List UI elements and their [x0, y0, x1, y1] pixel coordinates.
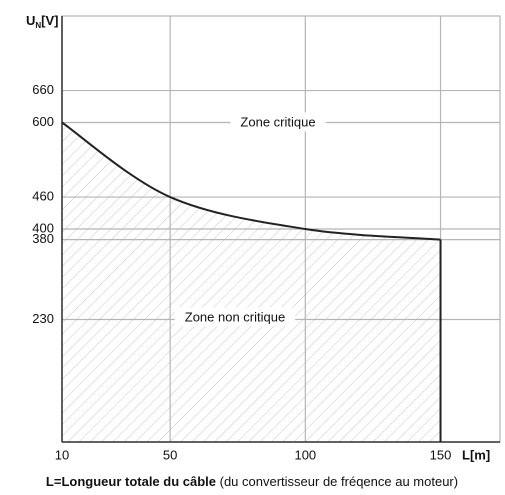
zone-label: Zone critique — [240, 114, 315, 129]
caption-bold: L=Longueur totale du câble — [46, 474, 216, 489]
y-tick-label: 380 — [32, 231, 54, 246]
zone-label: Zone non critique — [185, 309, 285, 324]
zone-label-bg — [174, 307, 296, 327]
y-tick-label: 660 — [32, 82, 54, 97]
curve — [61, 121, 441, 241]
y-axis-label: UN[V] — [26, 13, 59, 30]
y-tick-label: 460 — [32, 188, 54, 203]
x-tick-label: 10 — [55, 447, 69, 462]
y-tick-label: 400 — [32, 220, 54, 235]
caption: L=Longueur totale du câble (du convertis… — [46, 474, 458, 489]
x-tick-label: 150 — [430, 447, 452, 462]
y-label-sub: N — [35, 21, 41, 30]
y-tick-label: 600 — [32, 114, 54, 129]
x-tick-label: 100 — [294, 447, 316, 462]
x-axis-label: L[m] — [462, 447, 490, 462]
zone-label-bg — [230, 112, 326, 132]
y-tick-label: 230 — [32, 311, 54, 326]
y-label-main: U — [26, 13, 35, 28]
y-label-unit: [V] — [41, 13, 58, 28]
x-tick-label: 50 — [163, 447, 177, 462]
safe-zone-hatch — [62, 122, 441, 442]
caption-rest: (du convertisseur de fréqence au moteur) — [216, 474, 458, 489]
